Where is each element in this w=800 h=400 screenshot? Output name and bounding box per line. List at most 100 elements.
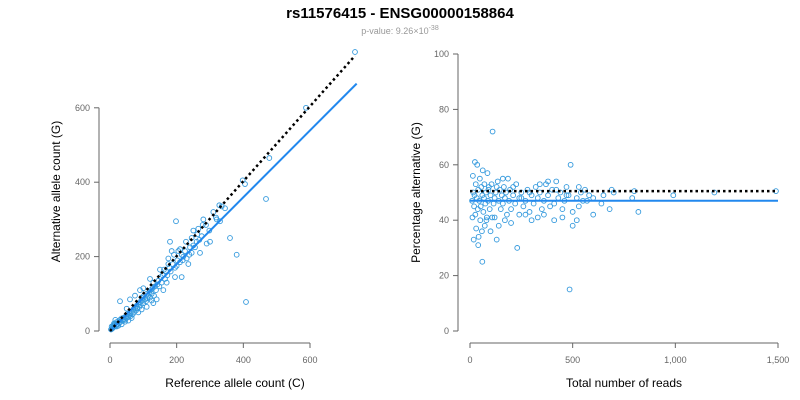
data-point [501,184,507,190]
data-point [670,192,677,199]
data-point [471,203,477,210]
data-point [118,321,125,328]
data-point [217,218,223,225]
data-point [503,189,509,196]
data-point [497,206,504,212]
data-point [502,217,508,224]
data-point [477,217,484,224]
data-point [222,205,228,212]
data-point [266,155,273,161]
data-point [200,216,207,223]
data-point [563,184,570,190]
data-point [489,128,496,135]
x-tick-label: 400 [236,355,251,365]
data-point [491,214,498,221]
data-point [488,181,495,188]
data-point [263,196,269,202]
data-point [472,211,479,218]
data-point [140,285,147,292]
data-point [498,192,505,199]
data-point [504,211,510,218]
y-tick-label: 400 [75,177,90,187]
data-point [157,266,163,273]
x-tick-label: 1,000 [664,355,687,365]
data-point [165,255,172,262]
data-point [520,203,527,210]
data-point [490,200,497,207]
data-point [471,192,478,199]
data-point [197,250,203,256]
data-point [117,298,123,305]
data-point [553,186,560,193]
data-point [629,195,636,201]
data-point [512,200,519,207]
y-axis-title: Percentage alternative (G) [409,122,423,263]
x-tick-label: 0 [467,355,472,365]
data-point [569,222,576,229]
data-point [541,211,547,218]
fit-line [109,82,358,332]
data-point [161,266,167,273]
data-point [489,214,496,221]
data-point [185,261,192,267]
data-point [173,218,179,225]
data-point [167,238,173,245]
data-point [472,181,479,188]
data-point [479,192,486,199]
x-axis-title: Total number of reads [566,376,682,390]
data-point [148,297,155,304]
data-point [147,276,153,282]
data-point [508,206,514,212]
data-point [473,225,480,232]
data-point [147,294,153,301]
y-tick-label: 600 [75,103,90,113]
data-point [479,167,486,174]
data-point [534,195,541,201]
data-point [206,227,213,234]
data-point [569,209,576,215]
p-value-exponent: -38 [428,25,439,32]
y-tick-label: 200 [75,252,90,262]
data-point [575,203,582,210]
data-point [481,222,488,229]
data-point [163,279,170,286]
data-point [481,181,488,188]
data-point [598,200,605,207]
data-point [536,181,543,188]
data-point [516,211,523,218]
data-point [352,49,358,55]
data-point [487,228,494,235]
x-axis-title: Reference allele count (C) [165,376,304,390]
data-point [469,214,476,221]
data-point [112,316,119,323]
data-point [573,217,580,224]
data-point [551,217,558,224]
data-point [532,184,539,190]
data-point [536,189,543,196]
data-point [182,248,188,254]
data-point [109,325,115,332]
data-point [567,161,574,168]
data-point [502,195,508,201]
data-point [493,236,500,243]
data-point [160,287,167,293]
data-point [530,200,537,207]
data-point [508,220,514,226]
data-point [563,192,570,199]
data-point [494,178,501,185]
data-point [203,240,210,247]
data-point [477,203,484,210]
chart-subtitle: p-value: 9.26×10-38 [0,25,800,36]
data-point [547,203,553,210]
data-point [470,189,477,196]
data-point [559,206,566,212]
data-point [233,251,240,258]
data-point [125,317,132,324]
data-point [635,209,642,215]
data-point [178,274,185,280]
data-point [566,286,573,293]
data-point [510,184,516,190]
data-point [216,202,223,209]
y-tick-label: 40 [439,215,449,225]
